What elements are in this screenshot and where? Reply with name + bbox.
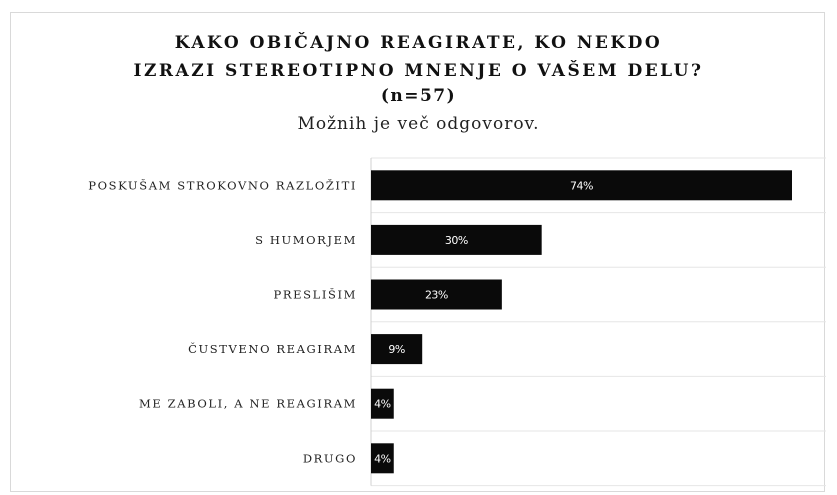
bar	[371, 443, 394, 474]
chart-sample-size: (n=57)	[380, 86, 457, 106]
category-label: POSKUŠAM STROKOVNO RAZLOŽITI	[88, 178, 357, 192]
category-label: ČUSTVENO REAGIRAM	[188, 342, 357, 356]
value-label: 4%	[374, 398, 390, 411]
category-label: PRESLIŠIM	[274, 288, 357, 302]
value-label: 23%	[425, 289, 448, 302]
value-label: 9%	[388, 343, 404, 356]
chart-title-line-1: KAKO OBIČAJNO REAGIRATE, KO NEKDO	[174, 33, 663, 53]
category-label: DRUGO	[303, 451, 357, 465]
bar	[371, 388, 394, 419]
bar	[371, 334, 423, 365]
category-label: ME ZABOLI, A NE REAGIRAM	[139, 397, 357, 411]
chart-subtitle: Možnih je več odgovorov.	[297, 114, 540, 134]
bar	[371, 279, 502, 310]
category-label: S HUMORJEM	[255, 233, 357, 247]
bar	[371, 170, 792, 201]
value-label: 74%	[570, 179, 593, 192]
chart-title-line-2: IZRAZI STEREOTIPNO MNENJE O VAŠEM DELU?	[133, 61, 704, 81]
value-label: 4%	[374, 452, 390, 465]
value-label: 30%	[445, 234, 468, 247]
bar	[371, 224, 542, 255]
